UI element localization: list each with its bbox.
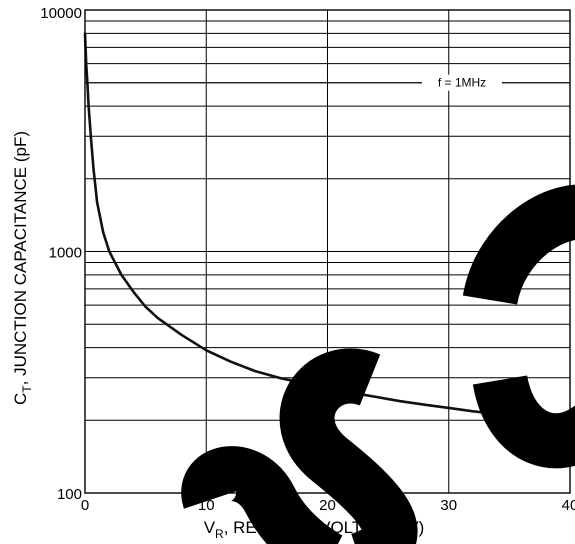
y-axis-label: CT, JUNCTION CAPACITANCE (pF) [11,131,34,405]
watermark-stroke-2 [472,374,575,469]
y-tick-label-1000: 1000 [49,245,82,262]
watermark-stroke-3 [279,348,418,544]
x-tick-label-30: 30 [440,497,457,514]
watermark-stroke-4 [181,446,343,544]
x-tick-label-0: 0 [81,497,89,514]
y-axis-label-main: C [11,393,30,405]
x-axis-label-sub: R [215,527,224,541]
watermark-stroke-1 [462,184,575,307]
x-tick-label-20: 20 [319,497,336,514]
x-tick-label-40: 40 [562,497,575,514]
y-tick-label-10000: 10000 [40,5,82,22]
x-axis-label-main: V [204,518,216,537]
y-tick-label-100: 100 [57,486,82,503]
y-axis-label-rest: , JUNCTION CAPACITANCE (pF) [11,131,30,385]
annotation-background [422,74,502,91]
grid [85,10,570,493]
frequency-annotation: f = 1MHz [438,76,486,90]
watermark [181,184,575,544]
y-axis-label-sub: T [20,385,34,393]
capacitance-curve [83,32,572,420]
